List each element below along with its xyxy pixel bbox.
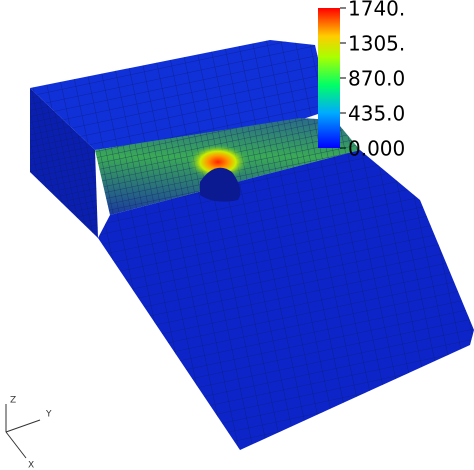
y-label: Y	[45, 410, 52, 420]
x-label: X	[28, 461, 34, 470]
lower-surface-mesh	[98, 150, 474, 450]
axes-triad: Z Y X	[5, 396, 52, 470]
colorbar-tick-label: 435.0	[348, 102, 405, 126]
front-face-mesh	[30, 88, 98, 238]
bump	[200, 167, 241, 202]
x-axis	[5, 431, 27, 459]
hot-spot	[188, 144, 248, 180]
colorbar-tick-label: 1740.	[348, 0, 405, 21]
z-label: Z	[10, 396, 16, 406]
colorbar	[318, 8, 340, 148]
colorbar-tick-label: 870.0	[348, 67, 405, 91]
y-axis	[5, 419, 41, 433]
colorbar-tick-label: 0.000	[348, 137, 405, 161]
plateau-mesh	[30, 40, 330, 150]
colorbar-tick-label: 1305.	[348, 32, 405, 56]
mesh-body	[30, 40, 474, 450]
